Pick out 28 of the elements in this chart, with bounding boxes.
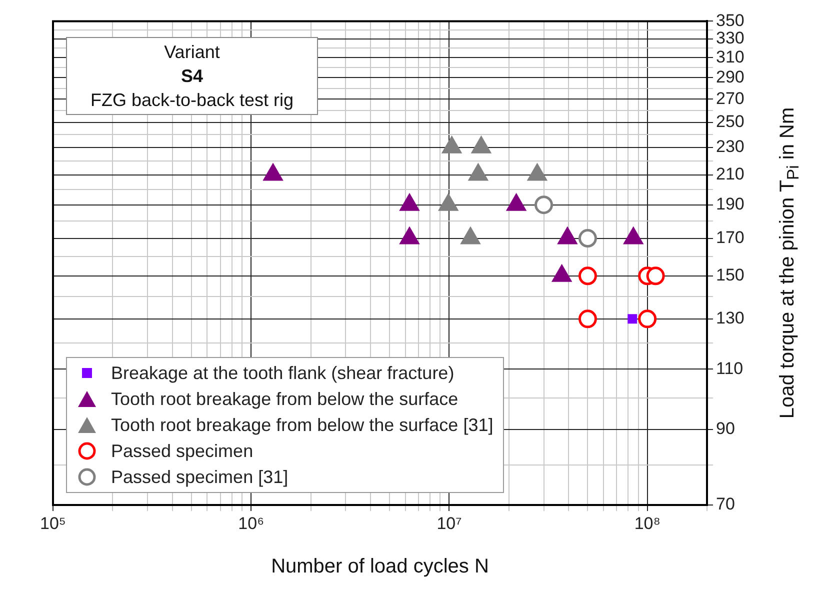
y-tick-label: 230 <box>716 137 744 156</box>
y-tick-label: 90 <box>716 419 735 438</box>
annotation: S4 <box>180 65 204 88</box>
legend-label: Passed specimen <box>111 440 254 463</box>
x-tick-label: 10⁸ <box>634 514 660 533</box>
y-tick-label: 250 <box>716 112 744 132</box>
annotation: FZG back-to-back test rig <box>89 89 295 112</box>
annotation: Variant <box>163 41 221 64</box>
y-tick-label: 170 <box>716 228 744 247</box>
y-tick-label: 350 <box>716 10 744 30</box>
legend-label: Tooth root breakage from below the surface [31] <box>111 414 494 437</box>
x-tick-label: 10⁵ <box>40 514 66 533</box>
legend-label: Tooth root breakage from below the surface <box>111 388 458 411</box>
x-tick-label: 10⁷ <box>436 514 462 533</box>
y-tick-label: 190 <box>716 194 744 214</box>
y-tick-label: 310 <box>716 47 744 66</box>
y-tick-label: 130 <box>716 308 744 328</box>
y-tick-label: 330 <box>716 28 744 48</box>
legend-label: Breakage at the tooth flank (shear fracture) <box>111 362 454 385</box>
x-axis-title: Number of load cycles N <box>271 556 489 578</box>
x-tick-label: 10⁶ <box>238 514 264 533</box>
y-tick-label: 270 <box>716 88 744 108</box>
legend-label: Passed specimen [31] <box>111 466 288 489</box>
y-tick-label: 110 <box>716 358 744 378</box>
y-tick-label: 70 <box>716 494 735 514</box>
y-tick-label: 150 <box>716 266 744 285</box>
y-tick-label: 210 <box>716 164 744 184</box>
y-tick-label: 290 <box>716 67 744 86</box>
